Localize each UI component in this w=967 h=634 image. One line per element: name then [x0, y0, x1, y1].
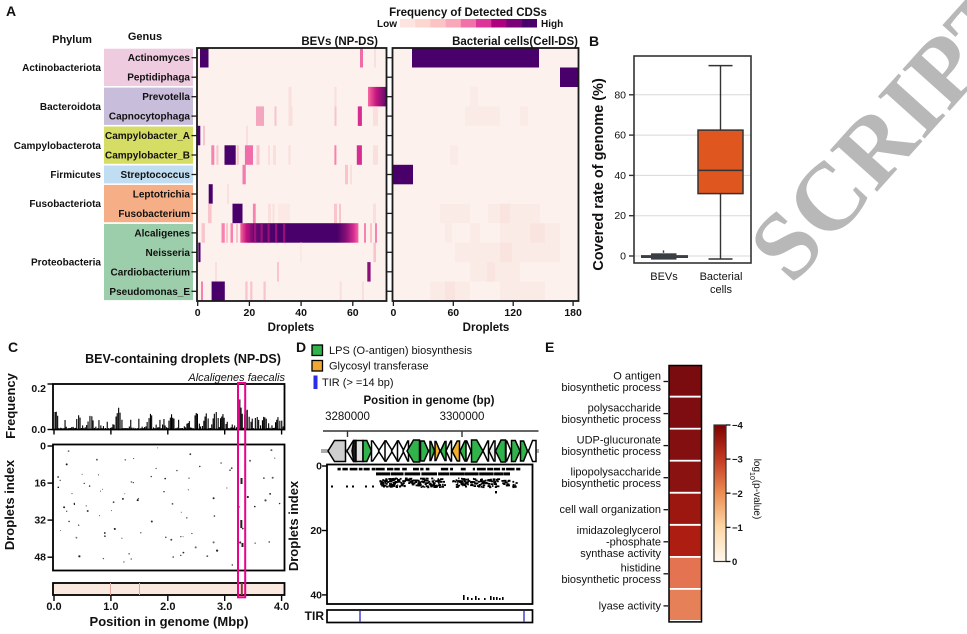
svg-text:biosynthetic process: biosynthetic process	[561, 446, 661, 458]
svg-text:40: 40	[614, 170, 626, 182]
svg-text:−3: −3	[732, 455, 743, 466]
svg-text:40: 40	[310, 589, 322, 601]
svg-text:Position in genome (Mbp): Position in genome (Mbp)	[90, 614, 249, 629]
svg-text:Actinomyces: Actinomyces	[128, 53, 191, 64]
svg-text:0: 0	[195, 307, 201, 319]
svg-text:40: 40	[295, 307, 307, 319]
svg-text:C: C	[8, 339, 18, 355]
svg-text:20: 20	[244, 307, 256, 319]
svg-text:BEVs: BEVs	[650, 271, 678, 283]
svg-text:−4: −4	[732, 421, 744, 432]
svg-text:0: 0	[40, 441, 46, 453]
svg-text:TIR (> =14 bp): TIR (> =14 bp)	[322, 377, 394, 389]
svg-text:BEVs (NP-DS): BEVs (NP-DS)	[301, 36, 378, 48]
svg-text:Proteobacteria: Proteobacteria	[31, 258, 101, 269]
svg-text:Droplets: Droplets	[463, 322, 510, 334]
svg-text:Peptidiphaga: Peptidiphaga	[127, 73, 190, 84]
svg-text:E: E	[545, 339, 554, 355]
svg-text:Low: Low	[377, 19, 397, 30]
svg-text:biosynthetic process: biosynthetic process	[561, 478, 661, 490]
svg-text:Alcaligenes: Alcaligenes	[134, 228, 190, 239]
svg-text:−2: −2	[732, 489, 743, 500]
svg-text:Frequency: Frequency	[3, 372, 18, 439]
svg-text:0: 0	[620, 251, 626, 263]
svg-text:cells: cells	[710, 284, 733, 296]
svg-text:Streptococcus: Streptococcus	[121, 170, 191, 181]
svg-text:Glycosyl transferase: Glycosyl transferase	[329, 361, 429, 373]
svg-text:UDP-glucuronate: UDP-glucuronate	[577, 434, 661, 446]
svg-text:LPS (O-antigen) biosynthesis: LPS (O-antigen) biosynthesis	[329, 345, 473, 357]
svg-text:0.0: 0.0	[46, 601, 61, 613]
svg-text:3280000: 3280000	[325, 411, 370, 423]
svg-text:Actinobacteriota: Actinobacteriota	[22, 63, 101, 74]
svg-text:lyase activity: lyase activity	[599, 600, 662, 612]
svg-text:histidine: histidine	[621, 563, 661, 575]
svg-text:imidazoleglycerol: imidazoleglycerol	[577, 525, 661, 537]
svg-text:4.0: 4.0	[274, 601, 289, 613]
svg-text:120: 120	[504, 307, 522, 319]
svg-text:Campylobacterota: Campylobacterota	[14, 141, 102, 152]
svg-text:3300000: 3300000	[440, 411, 485, 423]
svg-text:Prevotella: Prevotella	[142, 92, 190, 103]
svg-text:Capnocytophaga: Capnocytophaga	[109, 112, 191, 123]
svg-text:polysaccharide: polysaccharide	[588, 402, 661, 414]
svg-text:0: 0	[390, 307, 396, 319]
svg-text:3.0: 3.0	[217, 601, 232, 613]
svg-text:Phylum: Phylum	[52, 34, 92, 46]
svg-text:−1: −1	[732, 523, 744, 534]
svg-text:60: 60	[447, 307, 459, 319]
svg-text:0: 0	[732, 557, 737, 568]
svg-text:20: 20	[614, 210, 626, 222]
svg-text:Droplets index: Droplets index	[2, 459, 17, 550]
svg-text:D: D	[296, 339, 306, 355]
svg-text:Pseudomonas_E: Pseudomonas_E	[109, 287, 190, 298]
svg-text:Fusobacteriota: Fusobacteriota	[29, 199, 101, 210]
svg-text:2.0: 2.0	[160, 601, 175, 613]
svg-text:Leptotrichia: Leptotrichia	[133, 190, 191, 201]
svg-text:Droplets index: Droplets index	[286, 480, 301, 571]
svg-text:biosynthetic process: biosynthetic process	[561, 414, 661, 426]
svg-text:60: 60	[614, 130, 626, 142]
svg-text:1.0: 1.0	[103, 601, 118, 613]
svg-text:B: B	[589, 33, 599, 49]
svg-text:20: 20	[310, 525, 322, 537]
svg-text:48: 48	[34, 552, 46, 564]
svg-text:O antigen: O antigen	[613, 370, 661, 382]
svg-text:0.0: 0.0	[31, 424, 46, 436]
svg-text:0.2: 0.2	[31, 383, 46, 395]
svg-text:Genus: Genus	[128, 31, 162, 43]
svg-text:cell wall organization: cell wall organization	[560, 504, 662, 516]
svg-text:Firmicutes: Firmicutes	[50, 170, 101, 181]
svg-text:Bacterial: Bacterial	[700, 271, 743, 283]
svg-text:Bacteroidota: Bacteroidota	[40, 102, 102, 113]
svg-text:80: 80	[614, 89, 626, 101]
svg-text:Alcaligenes faecalis: Alcaligenes faecalis	[187, 372, 285, 384]
svg-text:Position in genome (bp): Position in genome (bp)	[364, 395, 495, 407]
svg-text:Frequency of Detected CDSs: Frequency of Detected CDSs	[389, 7, 547, 19]
svg-text:Droplets: Droplets	[268, 322, 315, 334]
svg-text:TIR: TIR	[305, 609, 325, 623]
svg-text:A: A	[6, 3, 16, 19]
svg-text:Campylobacter_B: Campylobacter_B	[105, 151, 190, 162]
svg-text:BEV-containing droplets (NP-DS: BEV-containing droplets (NP-DS)	[85, 352, 281, 366]
svg-text:High: High	[541, 19, 563, 30]
svg-text:180: 180	[564, 307, 582, 319]
svg-text:32: 32	[34, 515, 46, 527]
svg-text:lipopolysaccharide: lipopolysaccharide	[571, 466, 662, 478]
svg-text:16: 16	[34, 478, 46, 490]
svg-text:0: 0	[316, 461, 322, 473]
svg-text:Bacterial cells(Cell-DS): Bacterial cells(Cell-DS)	[452, 36, 578, 48]
svg-text:60: 60	[347, 307, 359, 319]
svg-text:Covered rate of genome (%): Covered rate of genome (%)	[591, 78, 607, 271]
svg-text:-phosphate: -phosphate	[606, 536, 661, 548]
svg-text:Fusobacterium: Fusobacterium	[118, 209, 190, 220]
svg-text:Neisseria: Neisseria	[146, 248, 191, 259]
svg-text:synthase activity: synthase activity	[580, 548, 661, 560]
svg-text:biosynthetic process: biosynthetic process	[561, 574, 661, 586]
svg-text:biosynthetic process: biosynthetic process	[561, 382, 661, 394]
svg-text:Campylobacter_A: Campylobacter_A	[105, 131, 190, 142]
svg-text:Cardiobacterium: Cardiobacterium	[111, 267, 191, 278]
